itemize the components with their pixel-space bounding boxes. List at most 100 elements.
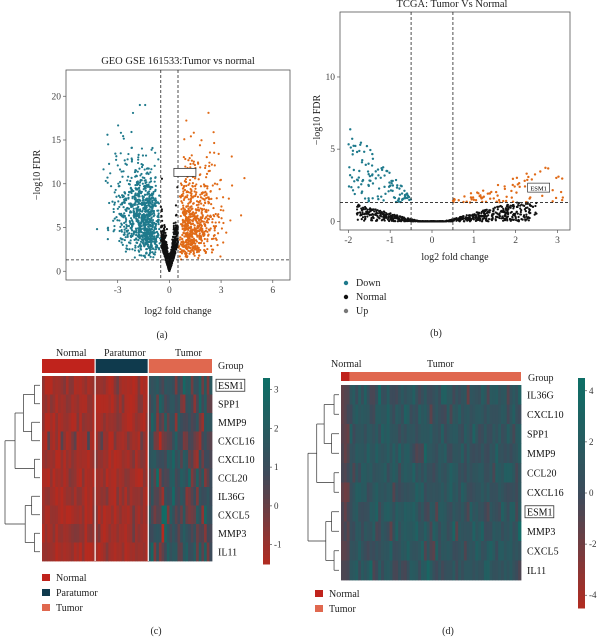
point-up [210,163,213,166]
heatmap-cell [506,443,510,464]
point-up [184,244,187,247]
heatmap-cell [206,394,210,414]
heatmap-cell [455,463,459,483]
heatmap-cell [134,524,139,543]
point-down [132,189,135,193]
point-up [210,203,213,206]
point-down [150,148,153,151]
colorbar-segment [263,559,270,565]
point-down [384,192,387,196]
y-tick-label: 5 [330,145,335,155]
heatmap-cell [341,404,345,425]
heatmap-cell [65,542,69,562]
heatmap-cell [111,450,115,469]
heatmap-cell [196,376,200,395]
heatmap-cell [161,376,165,395]
heatmap-cell [79,487,83,506]
heatmap-cell [386,463,390,483]
heatmap-cell [44,524,48,543]
heatmap-cell [158,431,162,451]
heatmap-cell [355,463,359,483]
point-down [145,172,148,175]
point-up [206,240,209,243]
heatmap-cell [483,541,488,561]
heatmap-cell [343,521,348,542]
heatmap-cell [375,482,379,503]
heatmap-cell [174,468,178,488]
point-down [364,163,367,167]
colorbar-segment [578,521,585,528]
colorbar-segment [263,401,270,407]
point-up [189,162,192,166]
point-down [140,165,144,169]
heatmap-cell [435,463,439,483]
point-down [146,215,149,218]
heatmap-cell [406,404,410,425]
point-down [124,197,128,200]
heatmap-cell [346,502,350,522]
heatmap-cell [164,468,168,488]
heatmap-cell [378,443,382,464]
heatmap-cell [472,521,476,542]
heatmap-cell [401,560,405,581]
gene-labels-d: IL36GCXCL10SPP1MMP9CCL20CXCL16ESM1MMP3CX… [524,390,564,577]
heatmap-cell [418,482,422,503]
heatmap-cell [166,376,170,395]
point-down [401,197,404,201]
point-up [204,229,207,232]
point-up [186,224,190,227]
point-down [114,152,117,155]
point-up [497,198,501,202]
point-up [213,227,216,230]
point-up [216,183,219,186]
colorbar-segment [263,429,270,435]
heatmap-cell [349,463,353,483]
point-down [113,224,116,228]
point-down [129,217,133,220]
highlight-box-a [173,167,197,177]
legend-b: Down Normal Up [343,278,387,317]
point-normal [160,234,164,238]
heatmap-cell [458,541,462,561]
heatmap-cell [42,468,46,488]
point-down [359,141,363,144]
colorbar-segment [578,418,585,425]
heatmap-cell [68,542,72,562]
heatmap-cell [466,404,470,425]
heatmap-cell [415,482,419,503]
heatmap-cell [498,502,502,522]
point-normal [166,264,169,267]
colorbar-d: 420-2-4 [578,378,597,609]
point-up [195,191,198,194]
heatmap-cell [475,443,479,464]
heatmap-cell [383,385,388,405]
point-down [141,236,144,239]
heatmap-cell [145,468,149,488]
heatmap-cell [193,376,197,395]
point-normal [176,237,179,240]
heatmap-cell [349,541,353,561]
heatmap-cell [463,521,468,542]
esm1-label-box-b [527,182,550,193]
heatmap-cell [341,463,345,483]
heatmap-cell [341,521,345,542]
heatmap-cell [142,394,146,414]
heatmap-cell [418,443,422,464]
heatmap-cell [352,404,356,425]
point-normal [371,215,375,219]
heatmap-cell [209,542,213,562]
heatmap-cell [412,443,416,464]
heatmap-cell [506,502,510,522]
heatmap-cell [204,450,208,469]
heatmap-cell [172,376,176,395]
heatmap-cell [103,394,107,414]
heatmap-cell [124,468,128,488]
point-down [132,230,136,233]
point-up [212,234,215,237]
heatmap-cell [105,376,109,395]
point-normal [389,218,392,221]
heatmap-cell [63,487,67,506]
heatmap-cell [148,524,152,543]
point-down [126,248,129,251]
heatmap-cell [84,450,88,469]
